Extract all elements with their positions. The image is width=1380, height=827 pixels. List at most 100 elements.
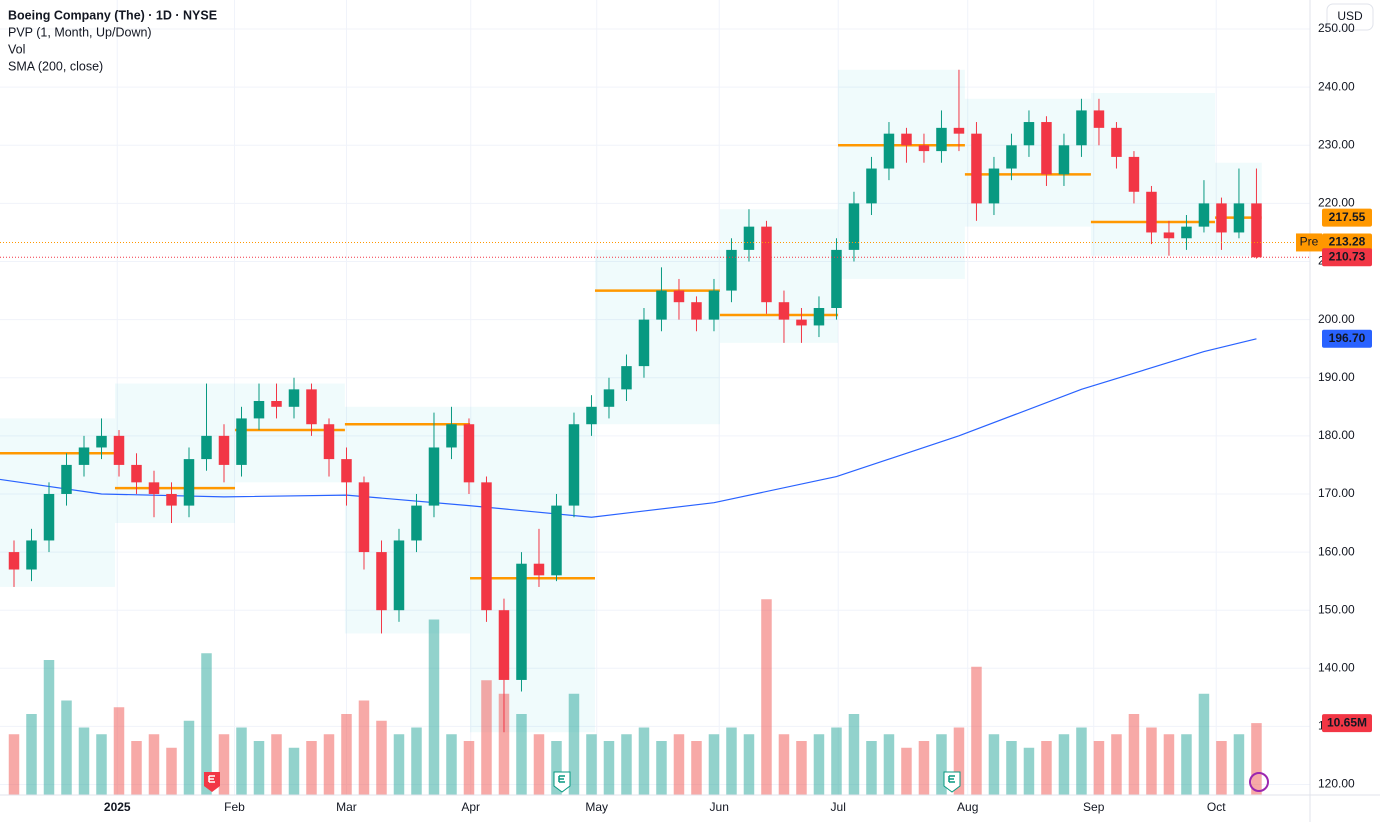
volume-bar [603, 741, 615, 795]
profile-box [964, 98, 1091, 227]
candle-body [673, 290, 685, 303]
volume-bar [113, 707, 125, 795]
volume-bar [61, 700, 72, 795]
volume-bar [778, 734, 790, 795]
candle-body [306, 389, 317, 425]
volume-bar [446, 734, 457, 795]
price-tag-label: Pre [1300, 235, 1319, 249]
candle-body [621, 366, 632, 390]
price-label-box [1322, 233, 1372, 252]
candle-body [1216, 203, 1227, 233]
y-tick-label: 200.00 [1318, 312, 1355, 326]
candle-body [831, 249, 842, 309]
candle-body [1058, 145, 1070, 175]
x-tick-label: 2025 [104, 800, 131, 814]
volume-bar [848, 714, 860, 795]
volume-bar [393, 734, 405, 795]
volume-bar [253, 741, 265, 795]
volume-bar [148, 734, 160, 795]
candle-body [218, 435, 230, 465]
candle-body [1233, 203, 1245, 233]
x-tick-label: Mar [336, 800, 357, 814]
volume-bar [901, 747, 912, 795]
earnings-icon[interactable] [204, 772, 220, 792]
y-tick-label: 230.00 [1318, 137, 1355, 151]
candle-body [288, 389, 300, 407]
price-label-box [1322, 248, 1372, 267]
candle-body [883, 133, 895, 169]
candle-body [1251, 203, 1262, 258]
volume-bar [866, 741, 877, 795]
candle-body [271, 400, 282, 407]
candle-body [1076, 110, 1087, 146]
volume-bar [708, 734, 720, 795]
candle-body [446, 424, 457, 448]
candle-body [568, 424, 580, 506]
volume-bar [1023, 747, 1035, 795]
candle-body [848, 203, 860, 250]
candle-body [428, 447, 440, 506]
x-tick-label: Oct [1207, 800, 1226, 814]
profile-box [594, 249, 720, 425]
volume-bar [673, 734, 685, 795]
volume-bar [1093, 741, 1105, 795]
y-tick-label: 150.00 [1318, 602, 1355, 616]
volume-bar [96, 734, 107, 795]
volume-bar [481, 680, 492, 795]
price-label-box [1322, 329, 1372, 348]
candle-body [691, 302, 702, 320]
sma-line [0, 338, 1257, 518]
candle-body [936, 127, 947, 152]
candle-body [183, 459, 195, 506]
volume-bar [271, 734, 282, 795]
event-icon[interactable] [1249, 772, 1269, 792]
volume-bar [516, 714, 527, 795]
volume-bar [743, 734, 755, 795]
chart-title: Boeing Company (The) · 1D · NYSE [8, 8, 217, 22]
x-tick-label: May [585, 800, 608, 814]
volume-bar [1181, 734, 1192, 795]
x-tick-label: Jun [710, 800, 729, 814]
volume-bar [1216, 741, 1227, 795]
currency-button[interactable] [1326, 3, 1374, 31]
plot [0, 0, 1310, 795]
candle-body [726, 249, 737, 291]
candle-body [1093, 110, 1105, 128]
candle-body [1181, 226, 1192, 239]
candle-body [148, 482, 160, 494]
volume-bar [656, 741, 667, 795]
candle-body [1198, 203, 1210, 227]
volume-bar [936, 734, 947, 795]
currency-label[interactable]: USD [1337, 9, 1363, 23]
x-tick-label: Apr [461, 800, 480, 814]
candle-body [586, 406, 597, 425]
candle-body [498, 610, 510, 680]
candle-body [638, 319, 650, 367]
volume-bar [358, 700, 370, 795]
earnings-icon[interactable] [553, 771, 571, 793]
volume-bar [918, 741, 930, 795]
candle-body [1128, 156, 1140, 192]
volume-bar [341, 714, 352, 795]
volume-bar [761, 599, 772, 795]
earnings-icon[interactable] [943, 771, 961, 793]
volume-bar [568, 693, 580, 795]
y-tick-label: 250.00 [1318, 21, 1355, 35]
candle-body [813, 308, 825, 326]
price-label: 213.28 [1329, 235, 1366, 249]
candle-body [603, 389, 615, 407]
volume-bar [638, 727, 650, 795]
y-tick-label: 220.00 [1318, 196, 1355, 210]
volume-bar [831, 727, 842, 795]
candle-body [1146, 191, 1157, 233]
candle-body [901, 133, 912, 146]
candle-body [166, 493, 177, 506]
volume-bar [988, 734, 1000, 795]
candle-body [341, 459, 352, 483]
volume-bar [1111, 734, 1122, 795]
candle-body [796, 319, 807, 326]
indicator-label: PVP (1, Month, Up/Down) [8, 25, 152, 39]
volume-label-box [1322, 714, 1372, 733]
volume-bar [376, 720, 387, 795]
